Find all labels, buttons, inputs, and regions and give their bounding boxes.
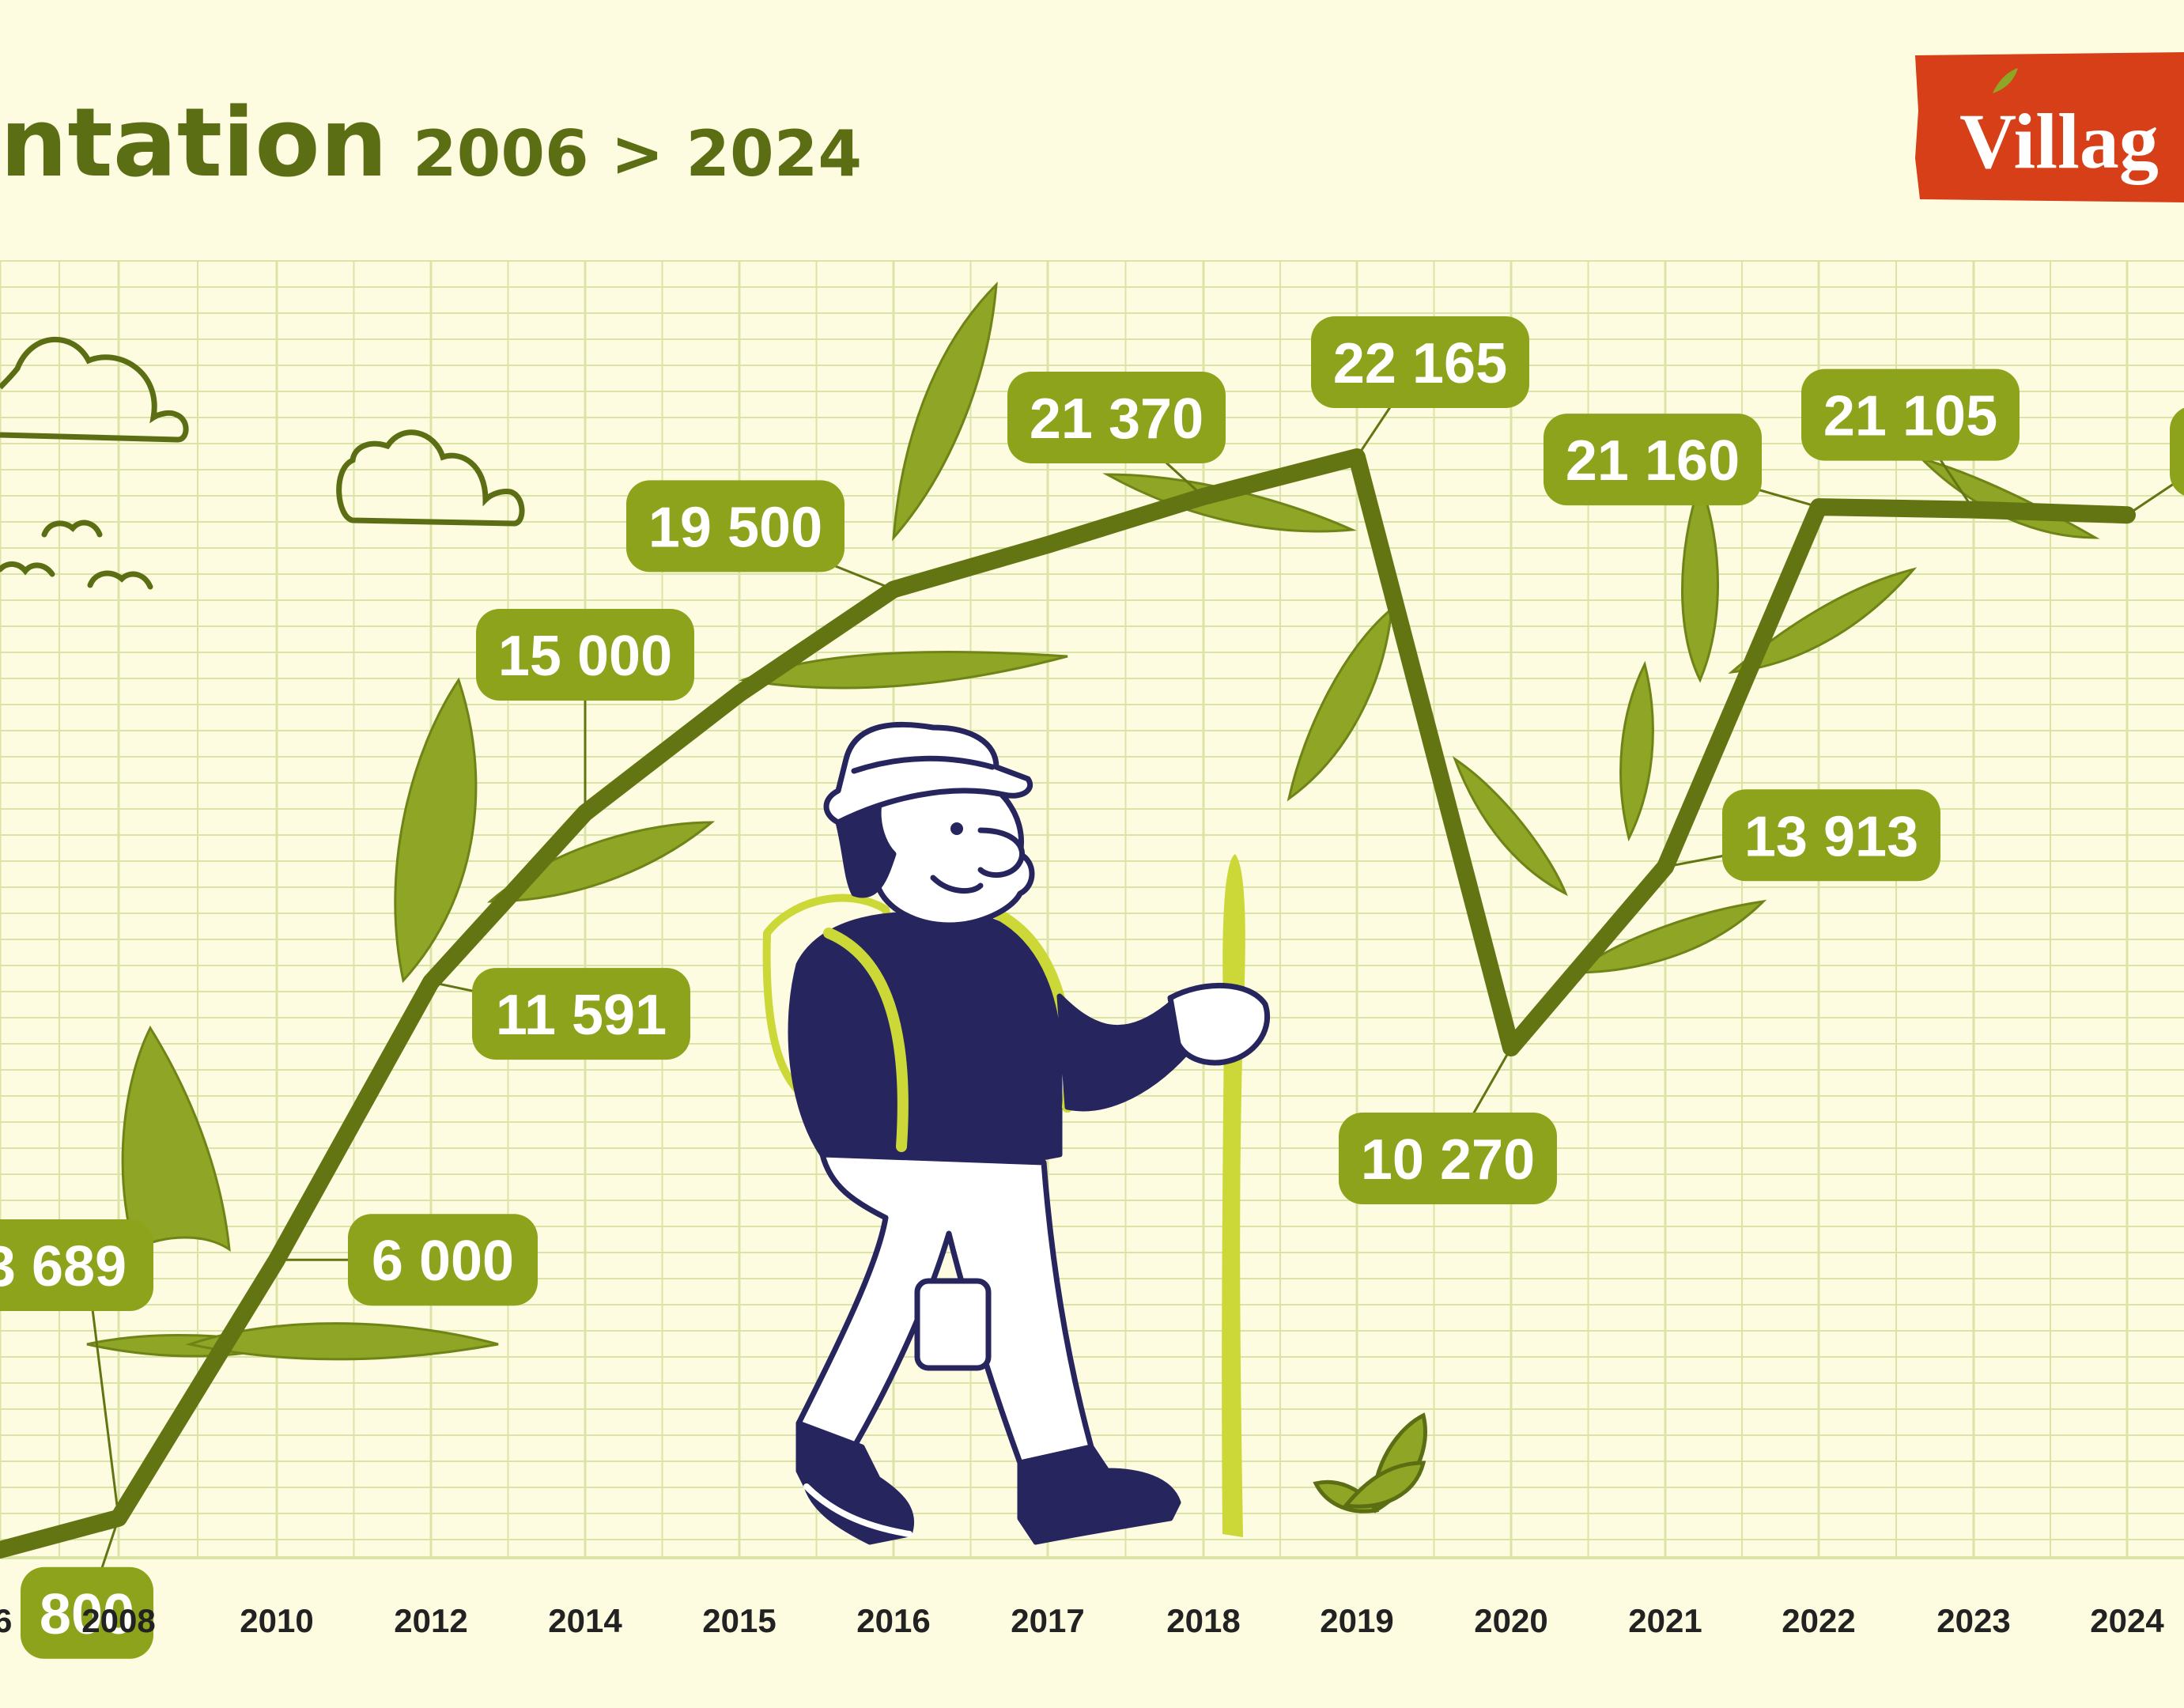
data-label: 10 270 bbox=[1361, 1128, 1535, 1192]
bird-icon bbox=[41, 520, 103, 538]
data-label: 800 bbox=[40, 1583, 134, 1646]
hiker-nose bbox=[977, 827, 1025, 879]
data-label-badge bbox=[472, 968, 690, 1060]
leaf-icon bbox=[739, 650, 1068, 690]
hiker-boot-left bbox=[795, 1420, 915, 1545]
x-tick-label: 2014 bbox=[548, 1602, 622, 1639]
cloud-icon bbox=[0, 336, 189, 443]
data-label: 19 500 bbox=[648, 496, 822, 559]
x-tick-label: 2022 bbox=[1782, 1602, 1855, 1639]
data-label: 22 165 bbox=[1333, 332, 1507, 395]
data-label-badge bbox=[1339, 1113, 1557, 1205]
data-label: 11 591 bbox=[496, 984, 667, 1047]
leaf-decorations bbox=[86, 282, 2100, 1361]
data-label-badge bbox=[1007, 371, 1226, 463]
backpack-strap bbox=[823, 928, 909, 1152]
sprout-icon bbox=[1313, 1412, 1427, 1513]
hiker-torso bbox=[788, 912, 1063, 1170]
hat-band bbox=[851, 755, 996, 774]
data-label: 21 105 bbox=[1823, 385, 1997, 448]
leaf-icon bbox=[394, 677, 478, 984]
brand-leaf-icon bbox=[1993, 68, 2018, 93]
data-label: 3 689 bbox=[0, 1235, 127, 1298]
x-tick-label: 2021 bbox=[1628, 1602, 1702, 1639]
data-label-badge bbox=[476, 609, 694, 701]
leaf-icon bbox=[1619, 660, 1654, 842]
data-point bbox=[732, 686, 746, 701]
data-label: 15 000 bbox=[498, 625, 672, 688]
chart-title: ntation bbox=[0, 89, 387, 198]
x-axis-ticks: 6 2008 2010 2012 2014 2015 2016 2017 2018 2019 202… bbox=[0, 1602, 2164, 1639]
brand-logo: Villag bbox=[1915, 52, 2184, 202]
hiker-smile bbox=[930, 875, 984, 894]
x-tick-label: 2016 bbox=[856, 1602, 930, 1639]
data-label-badge bbox=[1722, 789, 1940, 882]
data-label-badge bbox=[1544, 414, 1762, 506]
data-label-badge bbox=[21, 1566, 153, 1659]
bird-icon bbox=[0, 561, 55, 577]
boot-sole bbox=[803, 1483, 913, 1537]
x-tick-label: 2024 bbox=[2090, 1602, 2164, 1639]
bird-icon bbox=[87, 570, 153, 590]
leaf-icon bbox=[487, 821, 716, 903]
leaf-icon bbox=[892, 282, 998, 542]
hiker-hat bbox=[823, 721, 1033, 826]
data-label: 21 370 bbox=[1030, 387, 1203, 451]
x-tick-label: 2017 bbox=[1011, 1602, 1084, 1639]
brand-logo-badge bbox=[1915, 52, 2184, 202]
cloud-icon bbox=[336, 429, 525, 527]
x-tick-label: 2008 bbox=[81, 1602, 155, 1639]
brand-logo-text: Villag bbox=[1959, 97, 2159, 185]
hiker-eye bbox=[950, 822, 963, 835]
data-label-badge bbox=[626, 480, 845, 572]
data-label-badge bbox=[0, 1219, 153, 1311]
hiker-boot-right bbox=[1017, 1444, 1181, 1545]
leaf-icon bbox=[1570, 899, 1767, 974]
x-tick-label: 2020 bbox=[1474, 1602, 1547, 1639]
leaf-icon bbox=[1452, 756, 1568, 897]
leaf-icon bbox=[185, 1322, 499, 1361]
data-labels: 800 6 000 11 591 15 000 19 500 21 370 22 165 10… bbox=[0, 316, 2184, 1659]
data-label: 6 000 bbox=[372, 1230, 514, 1293]
x-tick-label: 2019 bbox=[1320, 1602, 1393, 1639]
x-tick-label: 6 bbox=[0, 1602, 12, 1639]
x-tick-label: 2018 bbox=[1166, 1602, 1240, 1639]
data-label-badge bbox=[1311, 316, 1529, 409]
x-tick-label: 2010 bbox=[240, 1602, 313, 1639]
x-tick-label: 2015 bbox=[702, 1602, 776, 1639]
leaf-icon bbox=[121, 1025, 231, 1253]
x-tick-label: 2023 bbox=[1937, 1602, 2010, 1639]
data-label: 13 913 bbox=[1744, 805, 1918, 868]
data-label-badge bbox=[1801, 368, 2020, 461]
data-label: 21 160 bbox=[1566, 429, 1740, 493]
hiker-icon bbox=[762, 721, 1271, 1545]
data-point bbox=[1041, 537, 1055, 552]
hiker-hand bbox=[1167, 983, 1271, 1066]
hiker-pocket bbox=[914, 1278, 992, 1371]
chart-subtitle: 2006 > 2024 bbox=[413, 117, 862, 191]
leaf-icon bbox=[1728, 567, 1918, 675]
x-tick-label: 2012 bbox=[394, 1602, 467, 1639]
data-label-badge bbox=[348, 1214, 538, 1306]
data-label-badge bbox=[2170, 407, 2184, 496]
